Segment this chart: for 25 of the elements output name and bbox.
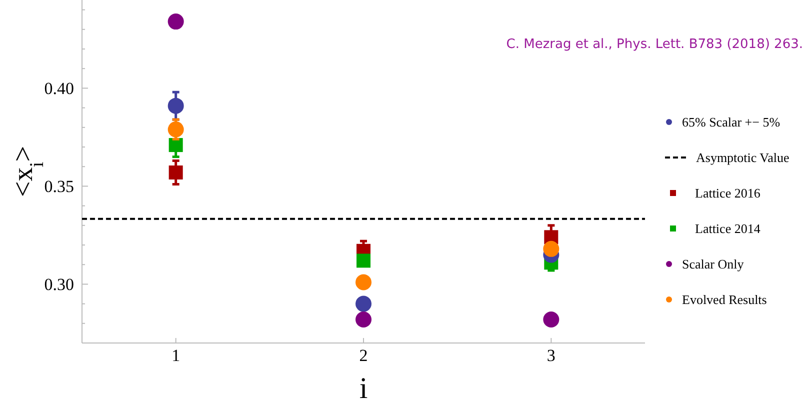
- x-tick-label: 2: [359, 346, 368, 365]
- point: [356, 296, 372, 312]
- annotation: C. Mezrag et al., Phys. Lett. B783 (2018) 263.: [506, 37, 803, 52]
- point: [168, 165, 183, 180]
- point: [168, 138, 183, 152]
- x-axis-title: i: [359, 372, 368, 405]
- point: [168, 14, 184, 30]
- legend-label: Asymptotic Value: [696, 150, 790, 166]
- y-tick-label: 0.30: [44, 275, 74, 294]
- point: [356, 254, 370, 268]
- y-tick-label: 0.40: [44, 79, 74, 98]
- x-tick-label: 1: [172, 346, 180, 365]
- point: [356, 274, 372, 290]
- point: [543, 240, 560, 257]
- point: [168, 121, 184, 138]
- point: [543, 311, 560, 328]
- y-tick-label: 0.35: [44, 177, 74, 196]
- point: [356, 311, 372, 328]
- point: [168, 98, 184, 114]
- legend-label: Lattice 2014: [695, 221, 761, 236]
- legend-label: 65% Scalar +− 5%: [682, 114, 780, 130]
- x-tick-label: 3: [546, 346, 556, 365]
- legend-label: Evolved Results: [682, 292, 767, 308]
- legend-label: Scalar Only: [682, 256, 744, 272]
- legend-label: Lattice 2016: [695, 186, 761, 201]
